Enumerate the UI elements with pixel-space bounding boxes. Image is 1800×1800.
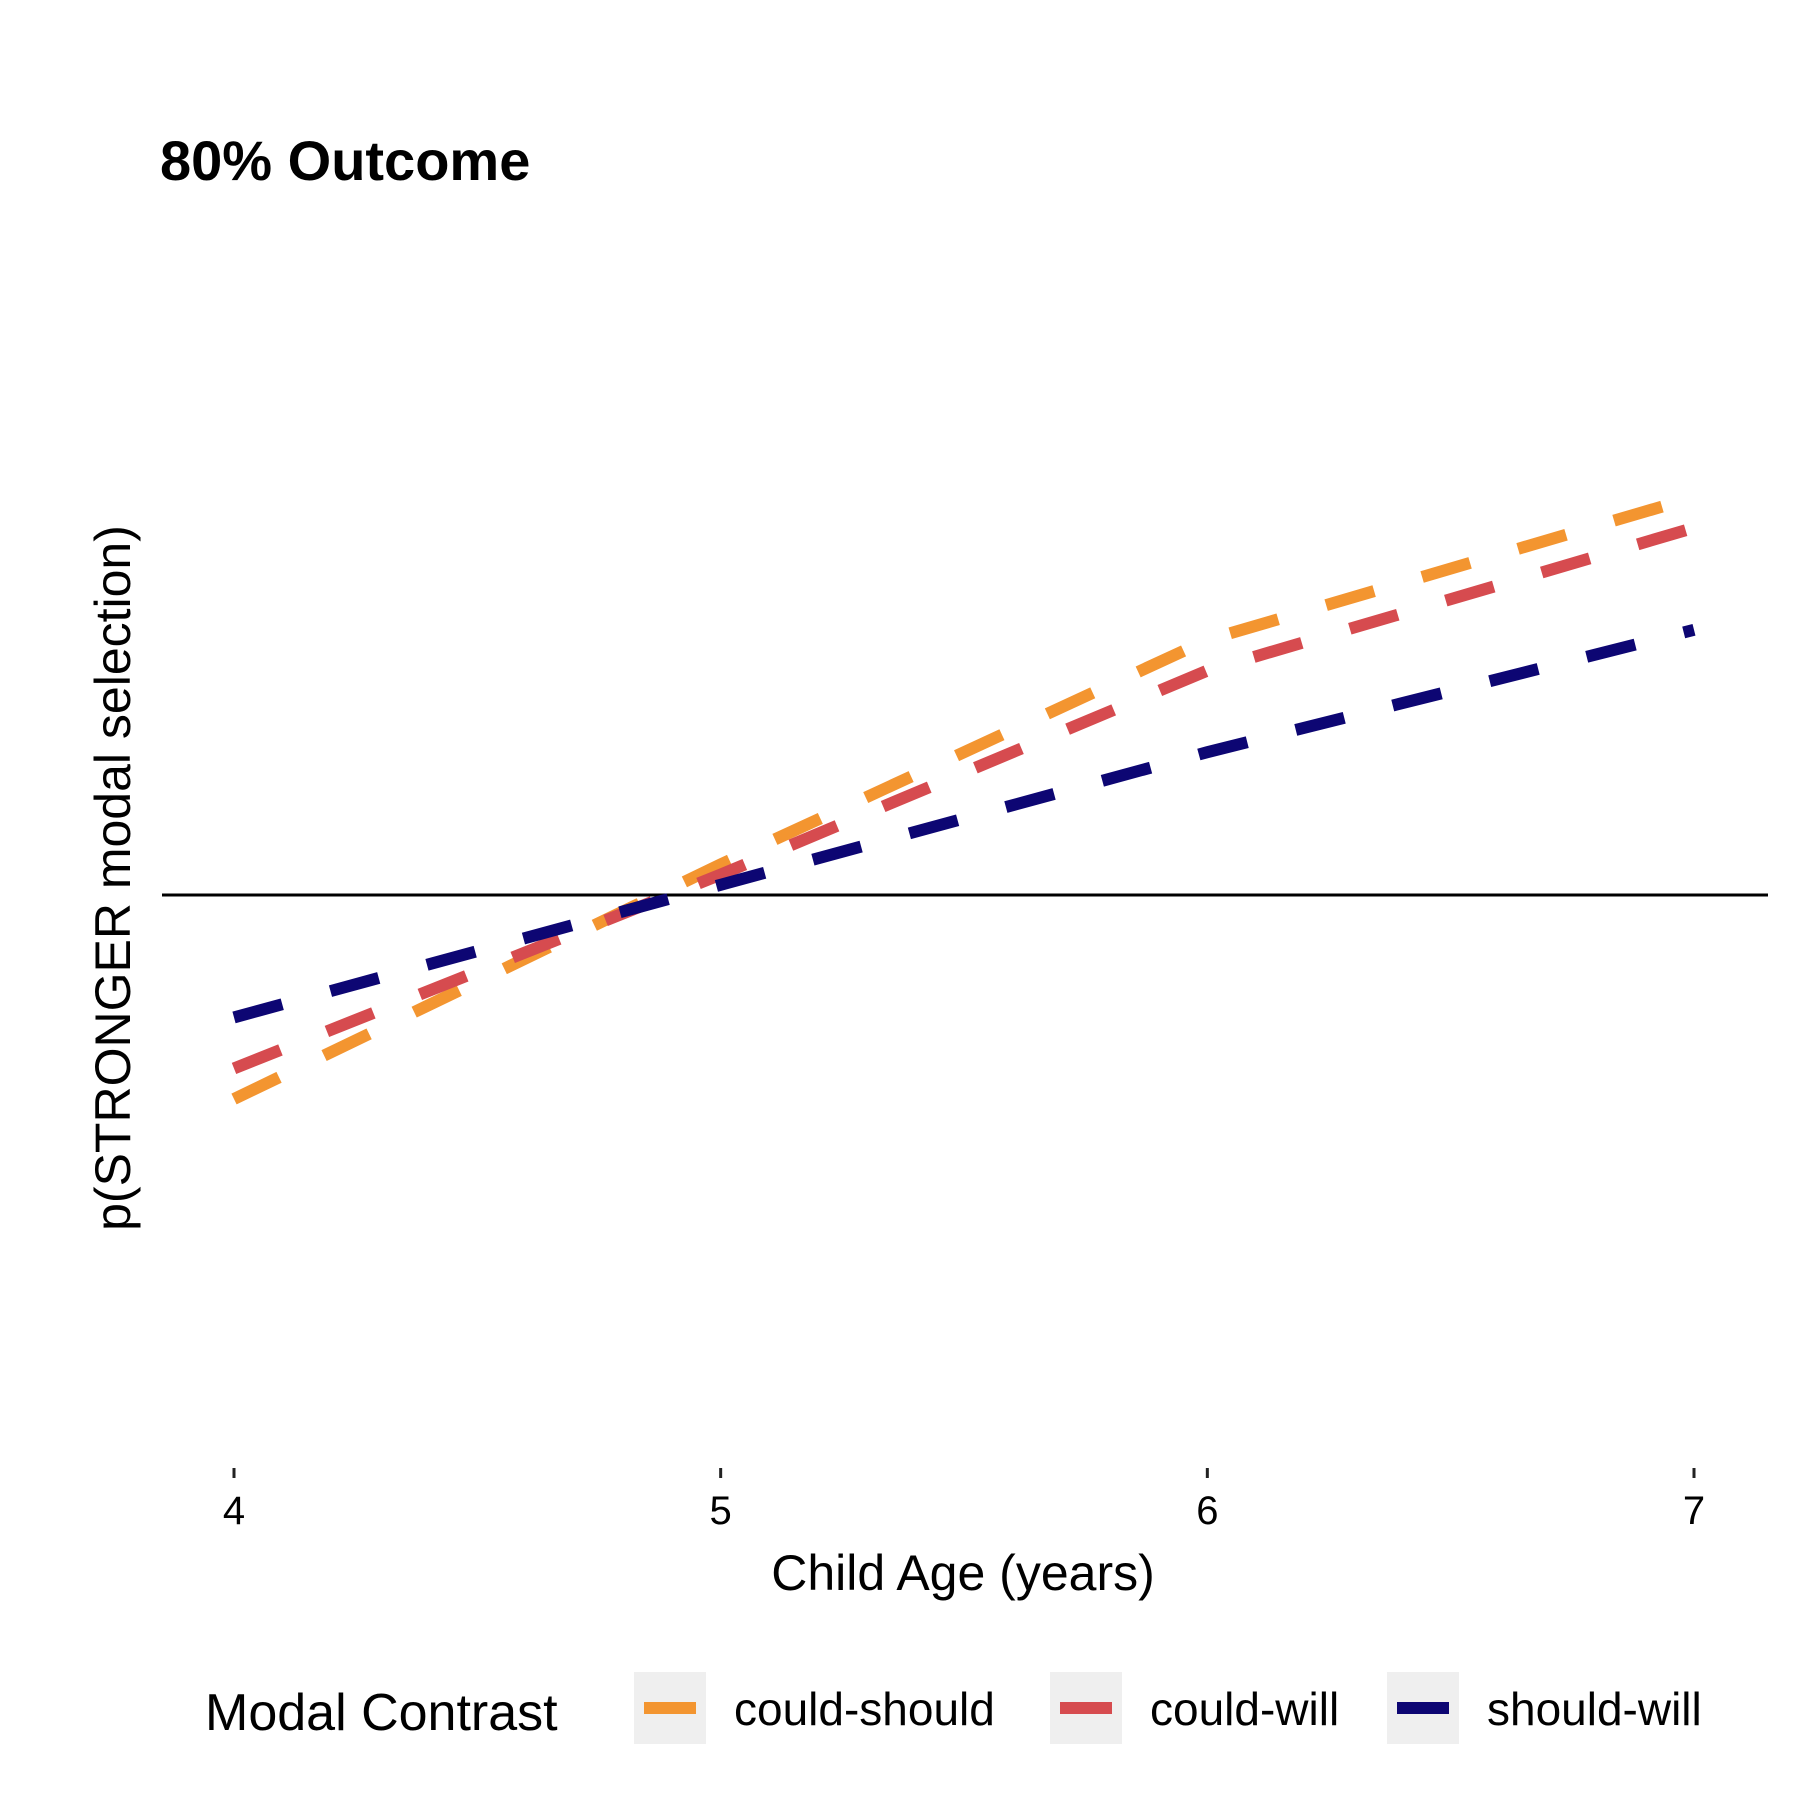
- legend-item-should-will: should-will: [1387, 1672, 1702, 1744]
- x-tick-label: 6: [1196, 1489, 1218, 1533]
- x-tick-label: 7: [1683, 1489, 1705, 1533]
- legend-item-could-will: could-will: [1050, 1672, 1339, 1744]
- series-line-should-will: [232, 623, 1696, 1024]
- legend-item-could-should: could-should: [634, 1672, 995, 1744]
- plot-area: [162, 491, 1768, 1105]
- series-line-could-will: [231, 522, 1696, 1074]
- x-tick-label: 4: [223, 1489, 245, 1533]
- x-axis-label: Child Age (years): [771, 1545, 1155, 1601]
- x-axis: 4 5 6 7: [223, 1468, 1705, 1533]
- legend-label: should-will: [1487, 1683, 1702, 1735]
- chart-title: 80% Outcome: [160, 129, 530, 192]
- legend-label: could-will: [1150, 1683, 1339, 1735]
- y-axis-label: p(STRONGER modal selection): [85, 525, 141, 1231]
- legend-items: could-should could-will should-will: [634, 1672, 1702, 1744]
- legend: Modal Contrast could-should could-will sho…: [205, 1672, 1702, 1744]
- series-line-could-should: [231, 491, 1696, 1105]
- legend-title: Modal Contrast: [205, 1684, 558, 1742]
- legend-label: could-should: [734, 1683, 995, 1735]
- x-tick-label: 5: [710, 1489, 732, 1533]
